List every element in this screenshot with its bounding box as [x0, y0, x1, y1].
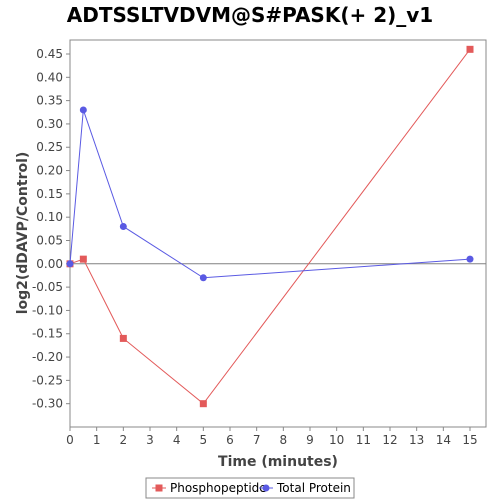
x-tick-label: 9 [306, 433, 314, 447]
y-tick-label: 0.45 [36, 47, 63, 61]
y-tick-label: 0.25 [36, 140, 63, 154]
y-tick-label: 0.00 [36, 257, 63, 271]
x-axis: 0 1 2 3 4 5 6 7 8 9 10 11 12 13 14 15 [66, 427, 478, 447]
x-tick-label: 8 [280, 433, 288, 447]
total-protein-point [199, 274, 207, 282]
total-protein-point [466, 255, 474, 263]
y-tick-label: 0.35 [36, 94, 63, 108]
y-tick-label: -0.05 [32, 280, 63, 294]
y-axis-label: log2(dDAVP/Control) [15, 152, 31, 315]
y-tick-label: -0.10 [32, 303, 63, 317]
y-tick-label: 0.40 [36, 70, 63, 84]
legend-total-protein-label: Total Protein [276, 481, 351, 495]
chart-title: ADTSSLTVDVM@S#PASK(+ 2)_v1 [67, 3, 433, 27]
x-tick-label: 7 [253, 433, 261, 447]
x-tick-label: 3 [146, 433, 154, 447]
phosphopeptide-point [466, 45, 474, 53]
y-tick-label: 0.15 [36, 187, 63, 201]
x-tick-label: 12 [382, 433, 397, 447]
total-protein-point [119, 223, 127, 231]
phosphopeptide-point [119, 334, 127, 342]
y-tick-label: 0.20 [36, 164, 63, 178]
y-tick-label: -0.15 [32, 327, 63, 341]
y-tick-label: 0.05 [36, 233, 63, 247]
y-tick-label: 0.30 [36, 117, 63, 131]
legend-box [145, 477, 355, 499]
y-tick-label: -0.20 [32, 350, 63, 364]
y-axis: -0.30 -0.25 -0.20 -0.15 -0.10 -0.05 0.00 0.05 0.… [32, 47, 70, 411]
phosphopeptide-point [79, 255, 87, 263]
x-tick-label: 10 [329, 433, 344, 447]
total-protein-point [79, 106, 87, 114]
legend-phosphopeptide-label: Phosphopeptide [170, 481, 267, 495]
x-axis-label: Time (minutes) [218, 454, 338, 470]
x-tick-label: 14 [436, 433, 451, 447]
x-tick-label: 0 [66, 433, 74, 447]
plot-area [69, 39, 487, 428]
total-protein-point [66, 260, 74, 268]
x-tick-label: 13 [409, 433, 424, 447]
phosphopeptide-point [199, 400, 207, 408]
y-tick-label: -0.30 [32, 397, 63, 411]
y-tick-label: -0.25 [32, 373, 63, 387]
legend-total-protein-marker [262, 484, 270, 492]
y-tick-label: 0.10 [36, 210, 63, 224]
series-layer [66, 45, 474, 408]
x-tick-label: 11 [356, 433, 371, 447]
x-tick-label: 1 [93, 433, 101, 447]
x-tick-label: 5 [200, 433, 208, 447]
x-tick-label: 4 [173, 433, 181, 447]
legend: Phosphopeptide Total Protein [145, 477, 355, 499]
x-tick-label: 6 [226, 433, 234, 447]
x-tick-label: 2 [120, 433, 128, 447]
legend-phosphopeptide-marker [155, 484, 163, 492]
x-tick-label: 15 [462, 433, 477, 447]
